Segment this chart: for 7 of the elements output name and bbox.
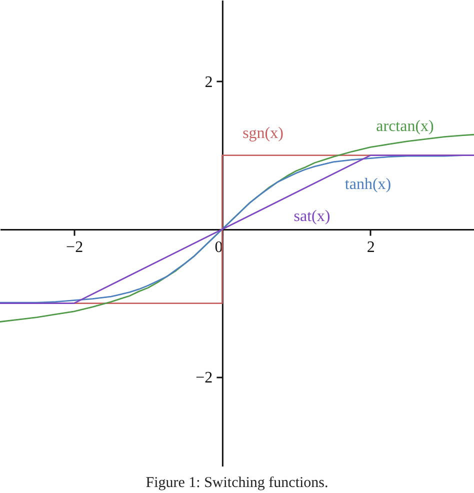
caption: Figure 1: Switching functions.: [146, 475, 328, 491]
x-tick-label: 2: [366, 238, 375, 256]
x-tick-label: −2: [66, 238, 84, 256]
series-label: sgn(x): [242, 125, 284, 142]
series-label: tanh(x): [344, 176, 392, 193]
series-label: sat(x): [294, 208, 330, 225]
series-label: arctan(x): [376, 118, 434, 135]
